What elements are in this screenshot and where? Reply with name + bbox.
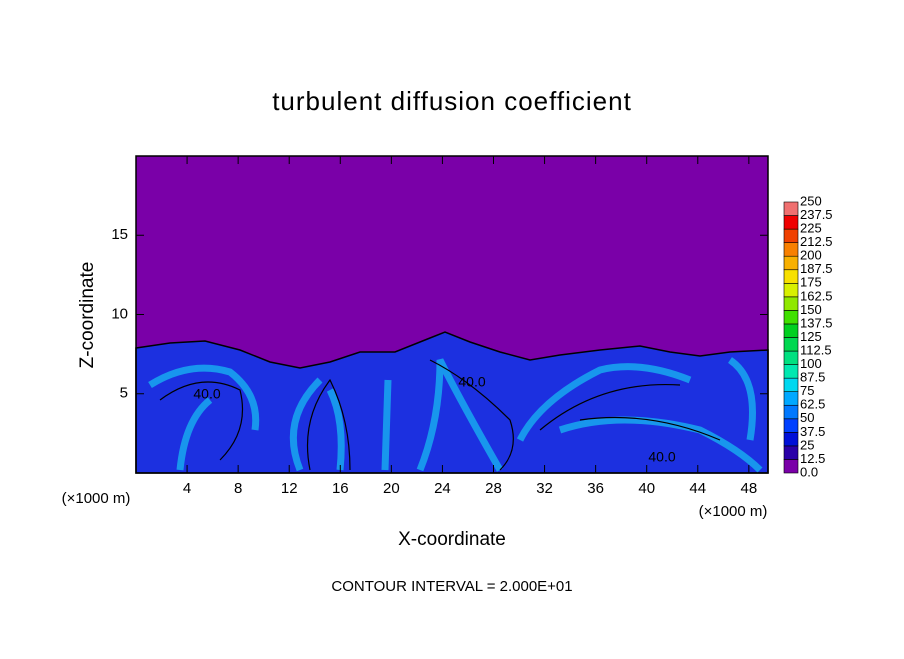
x-tick-label: 20 (383, 480, 400, 497)
colorbar-box (783, 391, 799, 406)
colorbar-label: 12.5 (800, 451, 825, 466)
y-tick-label: 15 (111, 226, 128, 243)
footnote: CONTOUR INTERVAL = 2.000E+01 (331, 578, 572, 595)
colorbar-label: 87.5 (800, 370, 825, 385)
colorbar-label: 187.5 (800, 261, 833, 276)
x-tick-label: 16 (332, 480, 349, 497)
colorbar-box (783, 432, 799, 447)
y-tick-label: 10 (111, 305, 128, 322)
colorbar-box (783, 228, 799, 243)
colorbar-label: 62.5 (800, 397, 825, 412)
colorbar-box (783, 215, 799, 230)
colorbar-label: 150 (800, 302, 822, 317)
field (135, 156, 769, 474)
colorbar-box (783, 242, 799, 257)
colorbar-label: 137.5 (800, 315, 833, 330)
colorbar-label: 175 (800, 275, 822, 290)
y-tick-label: 5 (120, 385, 128, 402)
x-axis-label: X-coordinate (398, 529, 506, 550)
colorbar-label: 25 (800, 437, 814, 452)
colorbar-label: 100 (800, 356, 822, 371)
colorbar-label: 125 (800, 329, 822, 344)
colorbar-box (783, 377, 799, 392)
x-unit: (×1000 m) (62, 490, 131, 507)
chart-title: turbulent diffusion coefficient (272, 86, 632, 116)
colorbar-box (783, 337, 799, 352)
x-tick-label: 8 (234, 480, 242, 497)
colorbar-label: 200 (800, 248, 822, 263)
y-axis-label: Z-coordinate (77, 262, 98, 369)
colorbar-box (783, 255, 799, 271)
colorbar-box (783, 269, 799, 284)
colorbar-box (783, 418, 799, 433)
colorbar-box (783, 445, 799, 460)
x-tick-label: 24 (434, 480, 451, 497)
x-tick-label: 4 (183, 480, 191, 497)
colorbar-label: 162.5 (800, 288, 833, 303)
colorbar-box (783, 201, 799, 216)
x-tick-label: 32 (536, 480, 553, 497)
colorbar-label: 75 (800, 383, 814, 398)
contour-label: 40.0 (193, 386, 220, 402)
colorbar-box (783, 364, 799, 379)
colorbar-label: 225 (800, 221, 822, 236)
contour-label: 40.0 (648, 449, 675, 465)
colorbar-label: 112.5 (800, 342, 832, 357)
y-unit: (×1000 m) (699, 503, 768, 520)
x-tick-label: 44 (689, 480, 706, 497)
x-tick-label: 12 (281, 480, 298, 497)
x-tick-label: 40 (638, 480, 655, 497)
colorbar-box (783, 404, 799, 420)
colorbar-label: 0.0 (800, 464, 818, 479)
contour-label: 40.0 (458, 374, 485, 390)
colorbar-box (783, 459, 799, 474)
colorbar-box (783, 296, 799, 311)
field-streaks (148, 357, 763, 473)
x-tick-label: 28 (485, 480, 502, 497)
colorbar-label: 50 (800, 410, 814, 425)
colorbar-box (783, 323, 799, 338)
colorbar-label: 250 (800, 193, 822, 208)
colorbar-label: 237.5 (800, 207, 833, 222)
x-tick-label: 48 (741, 480, 758, 497)
colorbar-box (783, 310, 799, 325)
colorbar-box (783, 350, 799, 365)
contour-lines (159, 359, 721, 471)
colorbar-box (783, 282, 799, 298)
colorbar-label: 37.5 (800, 424, 825, 439)
x-tick-label: 36 (587, 480, 604, 497)
colorbar-label: 212.5 (800, 234, 833, 249)
